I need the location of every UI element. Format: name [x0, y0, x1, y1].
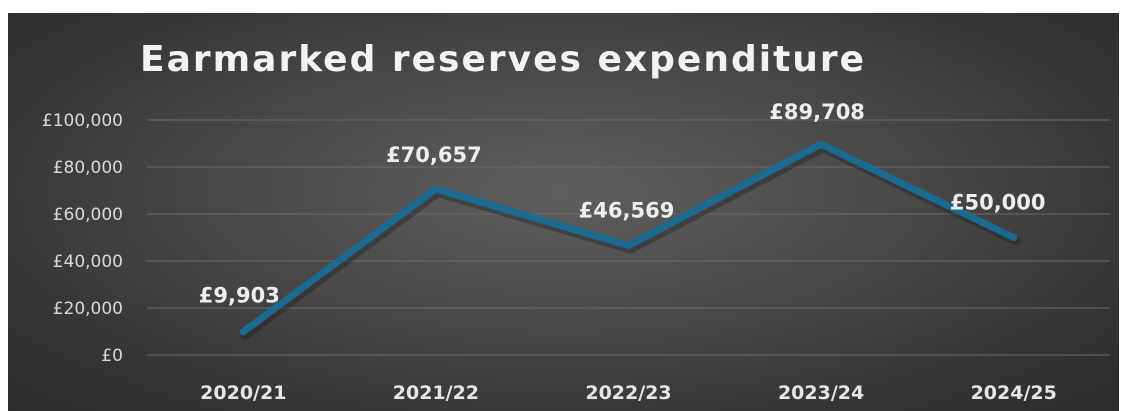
data-point	[625, 242, 632, 250]
data-labels: £9,903 £70,657 £46,569 £89,708 £50,000	[199, 100, 1046, 308]
y-tick-label: £60,000	[53, 205, 123, 225]
y-tick-label: £0	[101, 346, 123, 366]
x-tick-label: 2023/24	[778, 382, 864, 404]
data-label: £89,708	[769, 100, 865, 124]
y-tick-label: £80,000	[53, 158, 123, 178]
data-point	[1010, 234, 1018, 241]
x-tick-label: 2021/22	[393, 382, 479, 404]
x-tick-label: 2022/23	[585, 382, 671, 404]
y-axis: £0 £20,000 £40,000 £60,000 £80,000 £100,000	[42, 111, 123, 366]
y-tick-label: £100,000	[42, 111, 123, 131]
data-label: £50,000	[950, 191, 1046, 215]
chart-title: Earmarked reserves expenditure	[140, 39, 867, 80]
data-label: £70,657	[386, 143, 482, 167]
y-tick-label: £40,000	[53, 252, 123, 272]
line-chart: £0 £20,000 £40,000 £60,000 £80,000 £100,000 2…	[42, 100, 1110, 404]
x-axis: 2020/21 2021/22 2022/23 2023/24 2024/25	[200, 382, 1057, 404]
series-line-group	[239, 140, 1021, 340]
gridlines	[147, 119, 1110, 356]
data-point	[239, 328, 247, 336]
chart-area: Earmarked reserves expenditure £0 £20,000…	[8, 13, 1119, 411]
series-line	[239, 140, 1018, 336]
x-tick-label: 2020/21	[200, 382, 286, 404]
data-point	[817, 140, 825, 148]
data-point	[432, 185, 440, 193]
y-tick-label: £20,000	[53, 299, 123, 319]
x-tick-label: 2024/25	[971, 382, 1057, 404]
data-label: £9,903	[199, 284, 280, 308]
data-label: £46,569	[579, 199, 675, 223]
